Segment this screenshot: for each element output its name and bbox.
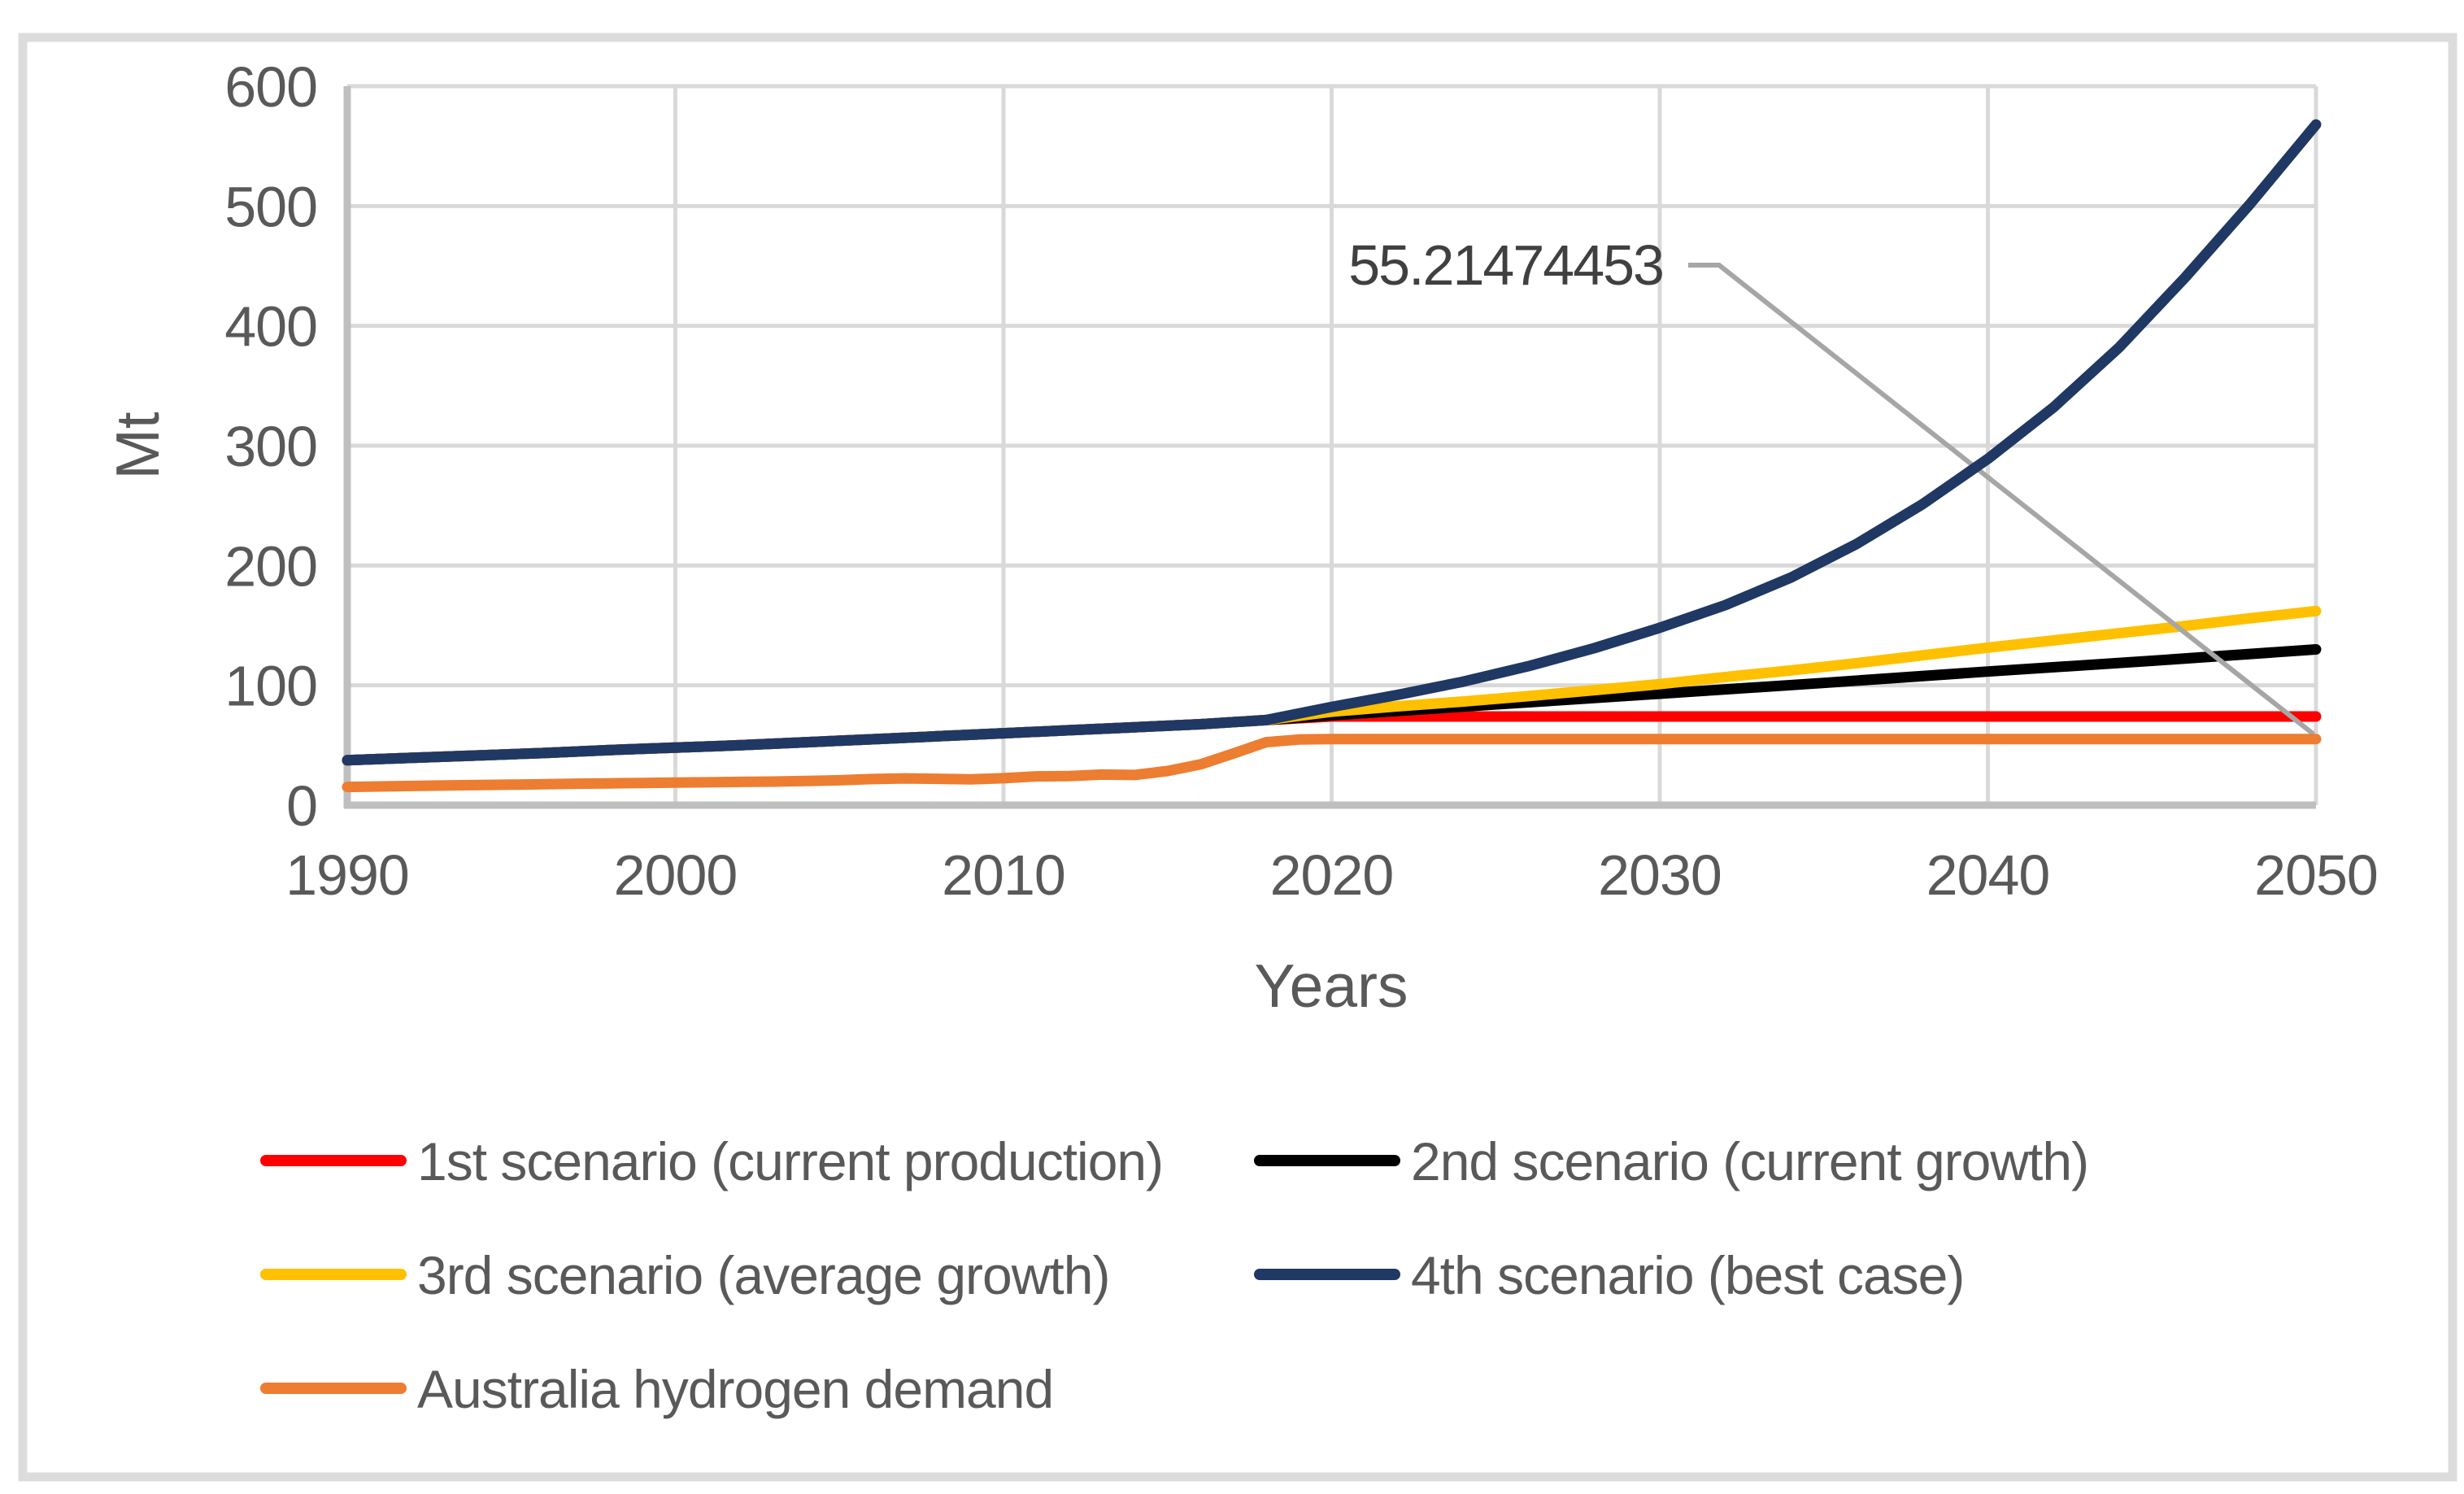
- x-tick-2040: 2040: [1926, 843, 2050, 907]
- series-line-5-australia-hydrogen-demand: [342, 734, 2322, 793]
- y-tick-0: 0: [286, 774, 317, 838]
- x-axis-title: Years: [1254, 952, 1408, 1020]
- legend-item-3: 3rd scenario (average growth): [260, 1245, 1110, 1305]
- legend-label-4: 4th scenario (best case): [1411, 1245, 1964, 1305]
- data-series: [342, 119, 2322, 793]
- legend-label-3: 3rd scenario (average growth): [417, 1245, 1109, 1305]
- y-tick-500: 500: [224, 175, 317, 238]
- y-tick-100: 100: [224, 655, 317, 718]
- axes: [343, 86, 2316, 809]
- x-tick-1990: 1990: [285, 843, 409, 907]
- legend-item-2: 2nd scenario (current growth): [1254, 1131, 2089, 1191]
- y-tick-600: 600: [224, 55, 317, 119]
- x-tick-2050: 2050: [2254, 843, 2378, 907]
- y-tick-400: 400: [224, 295, 317, 359]
- y-tick-300: 300: [224, 415, 317, 478]
- x-tick-2000: 2000: [614, 843, 738, 907]
- legend-label-2: 2nd scenario (current growth): [1411, 1131, 2088, 1191]
- legend-item-4: 4th scenario (best case): [1254, 1245, 1965, 1305]
- legend-label-5: Australia hydrogen demand: [417, 1359, 1053, 1419]
- x-tick-2020: 2020: [1270, 843, 1394, 907]
- gridlines: [347, 84, 2318, 805]
- data-label-annotation: 55.21474453: [1348, 233, 1663, 297]
- legend-item-1: 1st scenario (current production): [260, 1131, 1164, 1191]
- y-axis-title: Mt: [103, 412, 172, 479]
- legend-item-5: Australia hydrogen demand: [260, 1359, 1054, 1419]
- annotation-leader-line: [1688, 263, 2315, 737]
- legend-label-1: 1st scenario (current production): [417, 1131, 1163, 1191]
- tick-labels: 0 100 200 300 400 500 600 1990 2000 2010 2020 2030 2…: [224, 55, 2379, 907]
- x-tick-2010: 2010: [942, 843, 1065, 907]
- legend: 1st scenario (current production) 2nd sce…: [260, 1131, 2089, 1419]
- series-line-4-4th-scenario-best-case-: [342, 119, 2322, 766]
- figure-border: [18, 33, 2457, 1482]
- y-tick-200: 200: [224, 534, 317, 598]
- x-tick-2030: 2030: [1598, 843, 1722, 907]
